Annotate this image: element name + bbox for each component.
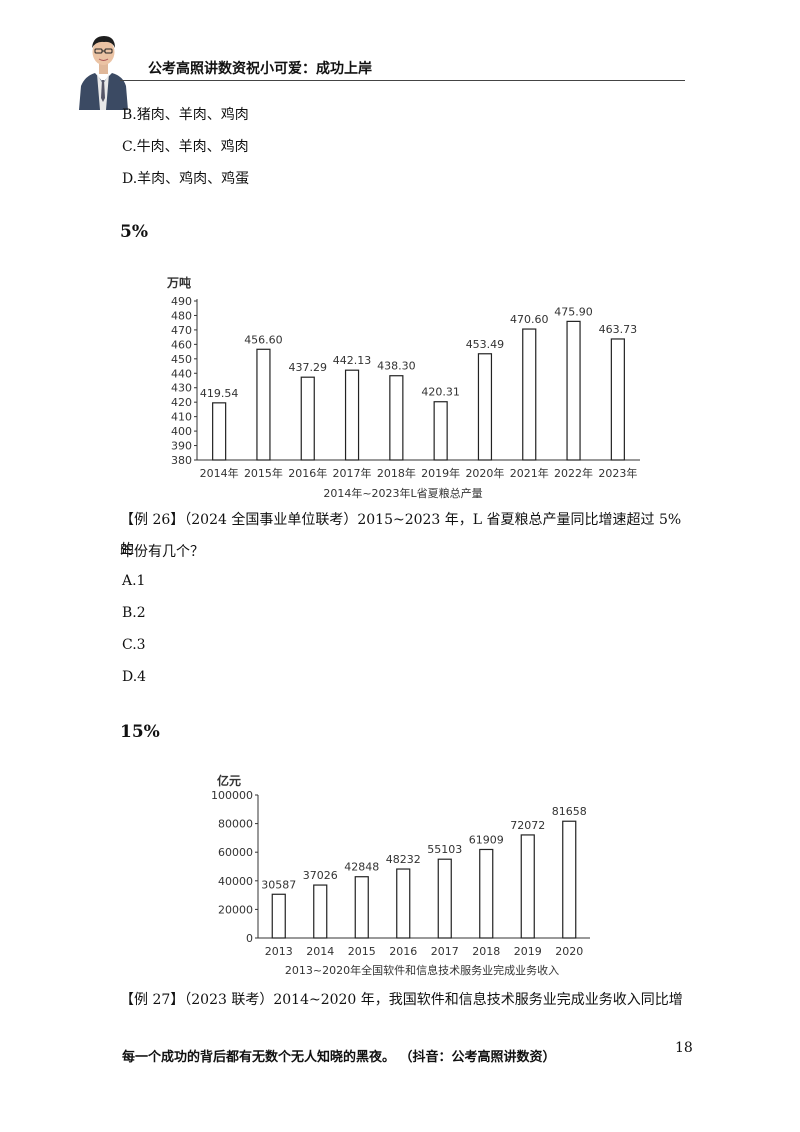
chart1-ytick-label: 450	[171, 353, 192, 366]
chart2-bar	[313, 884, 328, 939]
footer-motto: 每一个成功的背后都有无数个无人知晓的黑夜。 （抖音：公考高照讲数资）	[122, 1050, 556, 1065]
option-c-prev: C.牛肉、羊肉、鸡肉	[122, 139, 249, 155]
chart1-ylabel: 万吨	[166, 275, 191, 290]
option-d-prev: D.羊肉、鸡肉、鸡蛋	[122, 171, 250, 187]
chart2-category-label: 2015	[348, 945, 376, 958]
chart1-ytick-label: 410	[171, 411, 192, 424]
chart2-value-label: 30587	[261, 878, 296, 891]
chart1-bar	[300, 376, 315, 461]
chart2-value-label: 61909	[469, 833, 504, 846]
chart2-category-label: 2019	[514, 945, 542, 958]
chart1-value-label: 438.30	[377, 360, 416, 373]
avatar	[75, 24, 132, 110]
question-26-line1: 【例 26】（2024 全国事业单位联考）2015~2023 年，L 省夏粮总产…	[120, 512, 682, 558]
chart1-ytick-label: 470	[171, 324, 192, 337]
chart1-value-label: 475.90	[554, 305, 593, 318]
chart2-value-label: 48232	[386, 853, 421, 866]
header-divider	[120, 80, 685, 81]
chart1-value-label: 453.49	[466, 338, 505, 351]
chart1-value-label: 419.54	[200, 387, 239, 400]
chart2-ytick-label: 60000	[218, 846, 253, 859]
chart2-bar	[437, 858, 452, 939]
chart2-category-label: 2014	[306, 945, 334, 958]
chart2-value-label: 81658	[552, 805, 587, 818]
section-heading-5pct: 5%	[120, 222, 148, 242]
chart1-category-label: 2017年	[333, 466, 372, 480]
chart2-category-label: 2016	[389, 945, 417, 958]
chart1-ytick-label: 430	[171, 382, 192, 395]
chart1-ytick-label: 390	[171, 440, 192, 453]
chart-grain-output: 万吨 380390400410420430440450460470480490 …	[166, 275, 640, 500]
chart1-bar	[522, 328, 537, 461]
chart2-bar	[562, 820, 577, 939]
chart2-category-label: 2020	[555, 945, 583, 958]
chart2-bar	[354, 876, 369, 939]
chart1-value-label: 420.31	[421, 386, 460, 399]
chart1-category-label: 2020年	[465, 466, 504, 480]
chart2-category-label: 2013	[265, 945, 293, 958]
chart1-ytick-label: 480	[171, 309, 192, 322]
option-c: C.3	[122, 637, 146, 653]
chart1-category-label: 2018年	[377, 466, 416, 480]
chart1-ytick-label: 420	[171, 396, 192, 409]
chart1-category-label: 2023年	[598, 466, 637, 480]
chart1-bar	[477, 353, 493, 461]
chart2-title: 2013~2020年全国软件和信息技术服务业完成业务收入	[285, 963, 559, 977]
chart1-ytick-label: 460	[171, 338, 192, 351]
chart1-bar	[610, 338, 625, 461]
chart1-bar	[566, 320, 581, 461]
chart1-category-label: 2015年	[244, 466, 283, 480]
chart2-value-label: 55103	[427, 843, 462, 856]
chart1-category-label: 2014年	[200, 466, 239, 480]
header-title: 公考高照讲数资祝小可爱：成功上岸	[148, 61, 372, 77]
chart2-ylabel: 亿元	[217, 773, 241, 788]
chart1-ytick-label: 400	[171, 425, 192, 438]
chart1-value-label: 437.29	[289, 361, 328, 374]
chart2-bar	[479, 848, 494, 939]
option-a: A.1	[122, 573, 146, 589]
chart1-value-label: 463.73	[599, 323, 638, 336]
chart2-category-label: 2017	[431, 945, 459, 958]
chart2-ytick-label: 0	[246, 932, 253, 945]
section-heading-15pct: 15%	[120, 722, 160, 742]
chart1-bar	[212, 402, 227, 461]
question-26-line2: 年份有几个？	[120, 544, 204, 560]
chart1-category-label: 2021年	[510, 466, 549, 480]
chart1-ytick-label: 440	[171, 367, 192, 380]
question-27-line1: 【例 27】（2023 联考）2014~2020 年，我国软件和信息技术服务业完…	[120, 992, 683, 1008]
option-b: B.2	[122, 605, 146, 621]
chart2-ytick-label: 20000	[218, 903, 253, 916]
chart2-value-label: 37026	[303, 869, 338, 882]
option-b-prev: B.猪肉、羊肉、鸡肉	[122, 107, 249, 123]
chart2-ytick-label: 80000	[218, 818, 253, 831]
chart1-bar	[389, 375, 404, 461]
chart1-category-label: 2019年	[421, 466, 460, 480]
chart2-category-label: 2018	[472, 945, 500, 958]
chart2-ytick-label: 40000	[218, 875, 253, 888]
chart1-bar	[433, 401, 448, 461]
chart1-value-label: 456.60	[244, 333, 283, 346]
chart1-bar	[344, 369, 360, 461]
chart1-title: 2014年~2023年L省夏粮总产量	[323, 486, 482, 500]
chart2-bar	[396, 868, 411, 939]
chart1-category-label: 2022年	[554, 466, 593, 480]
chart1-ytick-label: 490	[171, 295, 192, 308]
chart1-value-label: 470.60	[510, 313, 549, 326]
chart-software-revenue: 亿元 0 20000 40000 60000 80000 100000 30587 3702…	[211, 773, 590, 977]
option-d: D.4	[122, 669, 147, 685]
chart2-bar	[271, 893, 286, 939]
chart1-ytick-label: 380	[171, 454, 192, 467]
chart1-bar	[256, 348, 271, 461]
chart2-ytick-label: 100000	[211, 789, 253, 802]
chart2-bar	[520, 834, 535, 939]
chart2-value-label: 72072	[510, 819, 545, 832]
chart1-value-label: 442.13	[333, 354, 372, 367]
page-number: 18	[675, 1040, 693, 1056]
chart1-category-label: 2016年	[288, 466, 327, 480]
chart2-value-label: 42848	[344, 861, 379, 874]
